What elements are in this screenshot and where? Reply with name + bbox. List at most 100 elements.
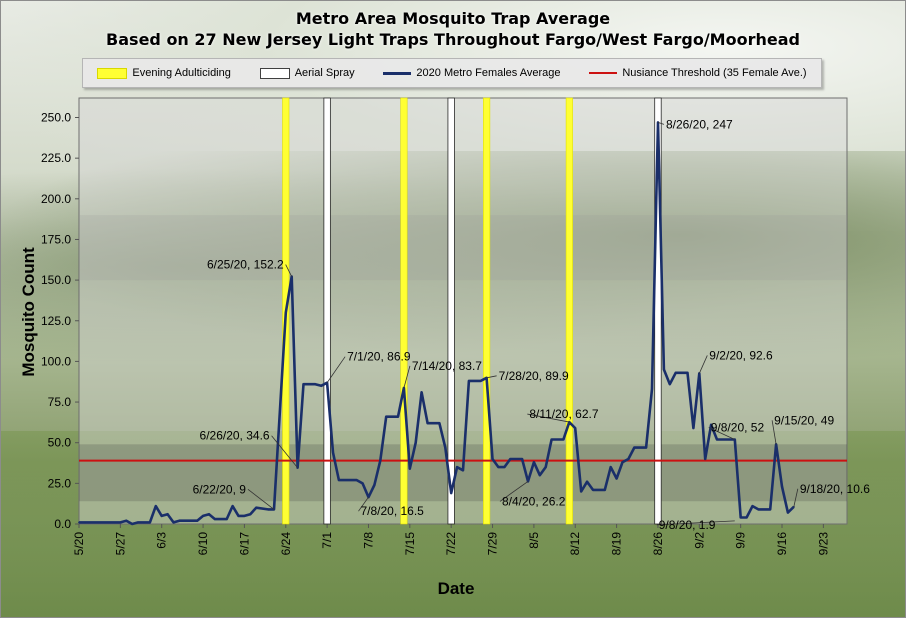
series-point — [397, 415, 399, 418]
x-tick-label: 5/20 — [72, 532, 86, 556]
series-point — [538, 474, 541, 477]
series-point — [208, 513, 210, 516]
series-point — [225, 518, 228, 521]
annotation-leader — [247, 489, 275, 510]
annotation-label: 7/28/20, 89.9 — [499, 369, 569, 383]
series-point — [373, 484, 376, 486]
series-point — [686, 371, 689, 374]
legend-item-threshold: Nusiance Threshold (35 Female Ave.) — [589, 67, 807, 79]
annotation-leader — [657, 122, 665, 125]
series-point — [787, 511, 789, 514]
series-point — [426, 422, 429, 425]
annotation-label: 9/15/20, 49 — [774, 413, 834, 427]
series-point — [148, 521, 151, 524]
x-tick-label: 9/2 — [692, 532, 706, 549]
annotation-leader — [271, 435, 298, 468]
series-point — [84, 521, 86, 524]
x-tick-label: 8/26 — [651, 532, 665, 556]
series-point — [757, 508, 760, 511]
annotation-label: 6/26/20, 34.6 — [200, 429, 270, 443]
x-tick-label: 7/1 — [320, 532, 334, 549]
series-point — [172, 521, 175, 524]
annotation-label: 8/11/20, 62.7 — [529, 407, 598, 421]
series-point — [143, 521, 145, 524]
series-point — [444, 446, 447, 449]
x-tick-label: 9/16 — [775, 532, 789, 556]
x-tick-label: 8/5 — [527, 532, 541, 549]
x-tick-label: 6/10 — [196, 532, 210, 556]
series-point — [462, 469, 464, 472]
annotation-leader — [403, 365, 411, 389]
annotation-label: 8/26/20, 247 — [666, 117, 733, 131]
x-tick-label: 7/8 — [361, 532, 375, 549]
annotation-label: 7/1/20, 86.9 — [347, 350, 411, 364]
series-point — [385, 415, 388, 418]
annotation-leader — [771, 420, 777, 445]
y-tick-label: 200.0 — [41, 192, 71, 206]
series-point — [131, 523, 134, 525]
annotation-label: 9/18/20, 10.6 — [800, 482, 870, 496]
series-point — [379, 459, 382, 462]
series-point — [125, 519, 128, 522]
annotation-leader — [486, 375, 497, 379]
adulticiding-bar — [400, 97, 408, 525]
y-tick-label: 125.0 — [41, 314, 71, 328]
annotation-label: 9/8/20, 52 — [711, 420, 765, 434]
series-point — [491, 458, 494, 460]
y-tick-label: 225.0 — [41, 151, 71, 165]
x-tick-label: 8/12 — [568, 532, 582, 556]
series-point — [468, 380, 470, 382]
series-point — [651, 388, 653, 390]
y-tick-label: 25.0 — [48, 476, 72, 490]
series-point — [249, 513, 252, 516]
series-point — [503, 466, 506, 468]
annotation-leader — [499, 481, 529, 502]
legend-label: Aerial Spray — [294, 67, 355, 79]
series-point — [154, 505, 157, 508]
series-layer — [78, 121, 795, 526]
annotation-label: 7/8/20, 16.5 — [360, 504, 424, 518]
x-tick-label: 6/17 — [237, 532, 251, 556]
series-point — [408, 467, 411, 470]
series-point — [231, 505, 234, 508]
annotation-label: 6/25/20, 152.2 — [207, 258, 284, 272]
series-point — [751, 505, 754, 508]
annotation-leader — [285, 264, 293, 277]
chart-subtitle: Based on 27 New Jersey Light Traps Throu… — [106, 30, 800, 49]
series-point — [479, 380, 482, 382]
annotation-leader — [527, 413, 570, 423]
x-tick-label: 6/3 — [155, 532, 169, 549]
legend-label: Evening Adulticiding — [132, 67, 231, 79]
series-point — [710, 423, 713, 426]
series-point — [704, 458, 707, 460]
series-point — [267, 508, 269, 511]
annotation-leader — [326, 356, 346, 383]
series-point — [338, 479, 340, 481]
y-axis-title: Mosquito Count — [19, 247, 38, 377]
y-tick-label: 150.0 — [41, 273, 71, 287]
chart-legend: Evening Adulticiding Aerial Spray 2020 M… — [82, 58, 822, 88]
aerial-spray-bar — [447, 97, 455, 525]
adulticiding-bar — [565, 97, 573, 525]
annotation-leader — [708, 427, 735, 440]
annotation-leader — [656, 520, 735, 526]
y-tick-label: 50.0 — [48, 436, 72, 450]
aerial-spray-bar — [323, 97, 331, 525]
series-point — [674, 371, 677, 374]
x-tick-label: 5/27 — [113, 532, 127, 556]
y-tick-label: 250.0 — [41, 111, 71, 125]
series-point — [284, 311, 287, 314]
series-point — [586, 480, 588, 483]
legend-label: 2020 Metro Females Average — [416, 67, 561, 79]
series-point — [662, 368, 665, 371]
legend-swatch-yellow — [97, 67, 128, 79]
annotations-layer: 6/25/20, 152.2 6/26/20, 34.6 6/22/20, 9 7/1… — [193, 117, 871, 532]
series-point — [727, 438, 730, 441]
series-point — [420, 391, 423, 394]
series-point — [532, 461, 535, 464]
series-point — [509, 458, 512, 460]
axes: Mosquito Count Date — [19, 247, 474, 598]
series-point — [627, 458, 630, 460]
series-point — [137, 521, 139, 524]
series-point — [544, 466, 547, 468]
